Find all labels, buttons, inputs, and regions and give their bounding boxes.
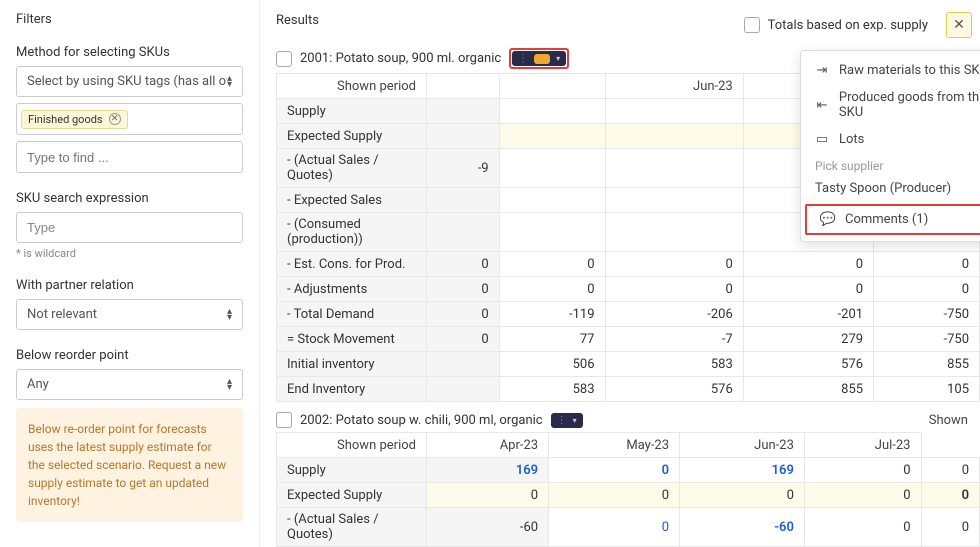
- dd-section-label: Pick supplier: [801, 153, 980, 175]
- partner-value: Not relevant: [27, 307, 97, 322]
- arrow-in-icon: ⇥: [815, 63, 829, 78]
- tag-search-box[interactable]: [16, 141, 243, 173]
- reorder-select[interactable]: Any ▴▾: [16, 369, 243, 400]
- data-table-2: Shown period Apr-23 May-23 Jun-23 Jul-23…: [276, 432, 980, 547]
- table-row: Expected Supply00000: [277, 483, 980, 508]
- results-panel: Results Totals based on exp. supply ✕ 20…: [260, 0, 980, 547]
- tag-type-input[interactable]: [27, 150, 232, 165]
- col-may: May-23: [549, 433, 680, 458]
- col-jun: Jun-23: [605, 74, 743, 99]
- arrow-out-icon: ⇤: [815, 98, 829, 113]
- dd-supplier-tasty-spoon[interactable]: Tasty Spoon (Producer): [801, 175, 980, 202]
- col-apr: Apr-23: [427, 433, 549, 458]
- filters-sidebar: Filters Method for selecting SKUs Select…: [0, 0, 260, 547]
- dd-lots[interactable]: ▭ Lots: [801, 126, 980, 153]
- col-may: [499, 74, 605, 99]
- dd-raw-materials[interactable]: ⇥ Raw materials to this SKU: [801, 57, 980, 84]
- method-select[interactable]: Select by using SKU tags (has all of) ▴▾: [16, 66, 243, 97]
- totals-label: Totals based on exp. supply: [768, 18, 928, 33]
- chevron-updown-icon: ▴▾: [227, 379, 232, 391]
- table-row: End Inventory583576855105: [277, 377, 980, 402]
- table-row: - (Actual Sales / Quotes)-600-6000: [277, 508, 980, 547]
- tag-container: Finished goods ✕: [16, 103, 243, 135]
- chevron-updown-icon: ▴▾: [227, 309, 232, 321]
- results-header: Results Totals based on exp. supply ✕: [276, 12, 980, 38]
- checkbox-icon[interactable]: [276, 412, 292, 428]
- comment-icon: 💬: [821, 212, 835, 227]
- col-jul: Jul-23: [804, 433, 921, 458]
- reorder-value: Any: [27, 377, 49, 392]
- checkbox-icon[interactable]: [276, 51, 292, 67]
- method-label: Method for selecting SKUs: [16, 45, 243, 60]
- results-title: Results: [276, 13, 319, 28]
- dd-produced-goods[interactable]: ⇤ Produced goods from this SKU: [801, 84, 980, 126]
- sku-actions-badge[interactable]: ⋮ ▾: [509, 48, 569, 69]
- wildcard-hint: * is wildcard: [16, 247, 243, 260]
- search-expr-input[interactable]: [16, 212, 243, 243]
- reorder-info: Below re-order point for forecasts uses …: [16, 408, 243, 522]
- shown-link[interactable]: Shown: [929, 413, 968, 428]
- col-shown-period: Shown period: [277, 433, 427, 458]
- tag-finished-goods[interactable]: Finished goods ✕: [21, 110, 128, 129]
- chevron-updown-icon: ▴▾: [227, 76, 232, 88]
- sku-header-2: 2002: Potato soup w. chili, 900 ml, orga…: [276, 412, 980, 428]
- table-row: - Est. Cons. for Prod.00000: [277, 252, 980, 277]
- table-row: Initial inventory506583576855: [277, 352, 980, 377]
- dots-icon: ⋮: [518, 53, 528, 64]
- caret-down-icon: ▾: [556, 54, 560, 63]
- col-apr: [427, 74, 500, 99]
- totals-toggle[interactable]: Totals based on exp. supply ✕: [744, 12, 972, 38]
- badge-pill-icon: [534, 54, 550, 64]
- col-jun: Jun-23: [680, 433, 805, 458]
- sku-actions-dropdown: ⇥ Raw materials to this SKU ⇤ Produced g…: [800, 50, 980, 242]
- partner-select[interactable]: Not relevant ▴▾: [16, 299, 243, 330]
- caret-down-icon: ▾: [573, 416, 577, 425]
- table-row: - Total Demand0-119-206-201-750: [277, 302, 980, 327]
- package-icon: ▭: [815, 132, 829, 147]
- sku-label: 2001: Potato soup, 900 ml. organic: [300, 51, 501, 66]
- method-value: Select by using SKU tags (has all of): [27, 74, 227, 89]
- sku-actions-badge[interactable]: ⋮ ▾: [551, 413, 583, 428]
- checkbox-icon[interactable]: [744, 17, 760, 33]
- search-expr-label: SKU search expression: [16, 191, 243, 206]
- tag-remove-icon[interactable]: ✕: [109, 113, 121, 125]
- table-row: Supply169016900: [277, 458, 980, 483]
- col-shown-period: Shown period: [277, 74, 427, 99]
- partner-label: With partner relation: [16, 278, 243, 293]
- reorder-label: Below reorder point: [16, 348, 243, 363]
- sku-label: 2002: Potato soup w. chili, 900 ml, orga…: [300, 413, 543, 428]
- table-row: = Stock Movement077-7279-750: [277, 327, 980, 352]
- close-button[interactable]: ✕: [946, 12, 972, 38]
- table-row: - Adjustments00000: [277, 277, 980, 302]
- filters-title: Filters: [16, 12, 243, 27]
- dd-comments[interactable]: 💬 Comments (1): [807, 206, 980, 233]
- tag-label: Finished goods: [28, 113, 103, 126]
- dots-icon: ⋮: [557, 415, 567, 426]
- table-header-row: Shown period Apr-23 May-23 Jun-23 Jul-23: [277, 433, 980, 458]
